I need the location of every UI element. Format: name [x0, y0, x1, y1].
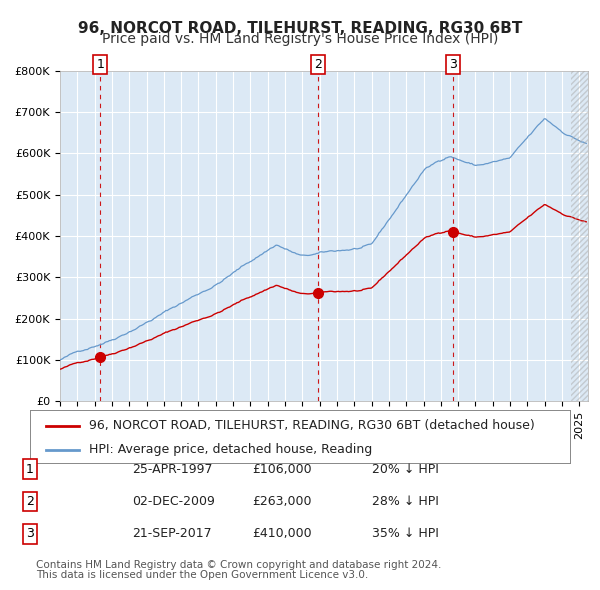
Bar: [571, 71, 588, 401]
Text: 96, NORCOT ROAD, TILEHURST, READING, RG30 6BT: 96, NORCOT ROAD, TILEHURST, READING, RG3…: [78, 21, 522, 35]
Text: 21-SEP-2017: 21-SEP-2017: [132, 527, 212, 540]
Text: £106,000: £106,000: [252, 463, 311, 476]
Text: 3: 3: [449, 58, 457, 71]
Text: This data is licensed under the Open Government Licence v3.0.: This data is licensed under the Open Gov…: [36, 571, 368, 580]
Text: Contains HM Land Registry data © Crown copyright and database right 2024.: Contains HM Land Registry data © Crown c…: [36, 560, 442, 569]
Text: HPI: Average price, detached house, Reading: HPI: Average price, detached house, Read…: [89, 443, 373, 457]
Text: 20% ↓ HPI: 20% ↓ HPI: [372, 463, 439, 476]
Text: 1: 1: [96, 58, 104, 71]
Text: 96, NORCOT ROAD, TILEHURST, READING, RG30 6BT (detached house): 96, NORCOT ROAD, TILEHURST, READING, RG3…: [89, 419, 535, 432]
Text: 1: 1: [26, 463, 34, 476]
Text: £263,000: £263,000: [252, 495, 311, 508]
Text: 02-DEC-2009: 02-DEC-2009: [132, 495, 215, 508]
Text: 2: 2: [314, 58, 322, 71]
Text: 35% ↓ HPI: 35% ↓ HPI: [372, 527, 439, 540]
Text: £410,000: £410,000: [252, 527, 311, 540]
Text: 3: 3: [26, 527, 34, 540]
Text: Price paid vs. HM Land Registry's House Price Index (HPI): Price paid vs. HM Land Registry's House …: [102, 32, 498, 47]
Text: 2: 2: [26, 495, 34, 508]
Text: 28% ↓ HPI: 28% ↓ HPI: [372, 495, 439, 508]
Text: 25-APR-1997: 25-APR-1997: [132, 463, 212, 476]
